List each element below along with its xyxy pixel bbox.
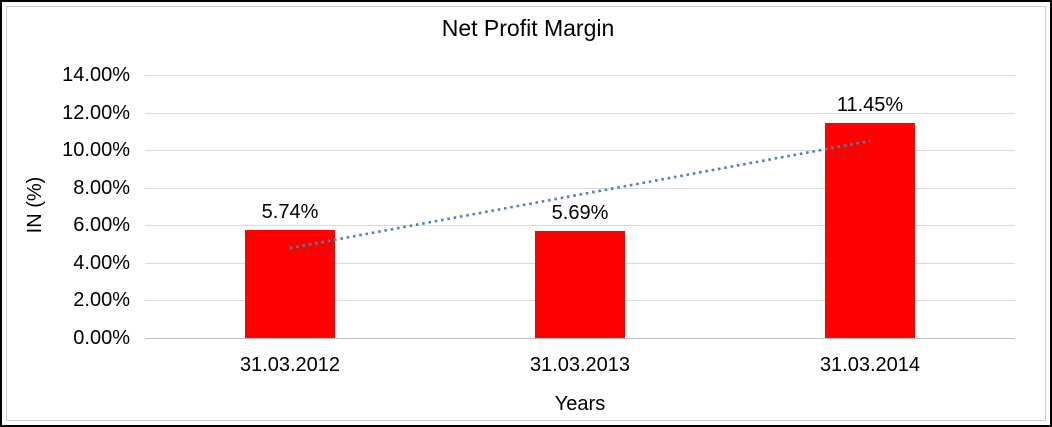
- bar: [535, 230, 625, 338]
- y-tick-label: 10.00%: [62, 139, 130, 161]
- x-axis-title: Years: [554, 393, 606, 415]
- bar-value-label: 5.74%: [261, 200, 319, 223]
- y-tick-label: 4.00%: [73, 251, 130, 274]
- y-tick-label: 2.00%: [73, 289, 130, 311]
- y-tick-label: 6.00%: [73, 214, 130, 236]
- x-category-label: 31.03.2013: [529, 354, 631, 376]
- y-tick-label: 12.00%: [62, 101, 130, 124]
- chart-title: Net Profit Margin: [441, 15, 615, 41]
- bar: [245, 229, 335, 338]
- x-category-label: 31.03.2014: [819, 354, 921, 376]
- x-category-label: 31.03.2012: [239, 354, 341, 376]
- y-tick-label: 8.00%: [73, 176, 130, 199]
- bar: [825, 122, 915, 338]
- gridline: [145, 112, 1015, 114]
- y-tick-label: 0.00%: [73, 326, 130, 349]
- y-tick-label: 14.00%: [62, 64, 130, 86]
- bar-value-label: 5.69%: [551, 201, 609, 224]
- bar-value-label: 11.45%: [836, 93, 904, 116]
- x-axis-line: [145, 337, 1015, 339]
- gridline: [145, 75, 1015, 76]
